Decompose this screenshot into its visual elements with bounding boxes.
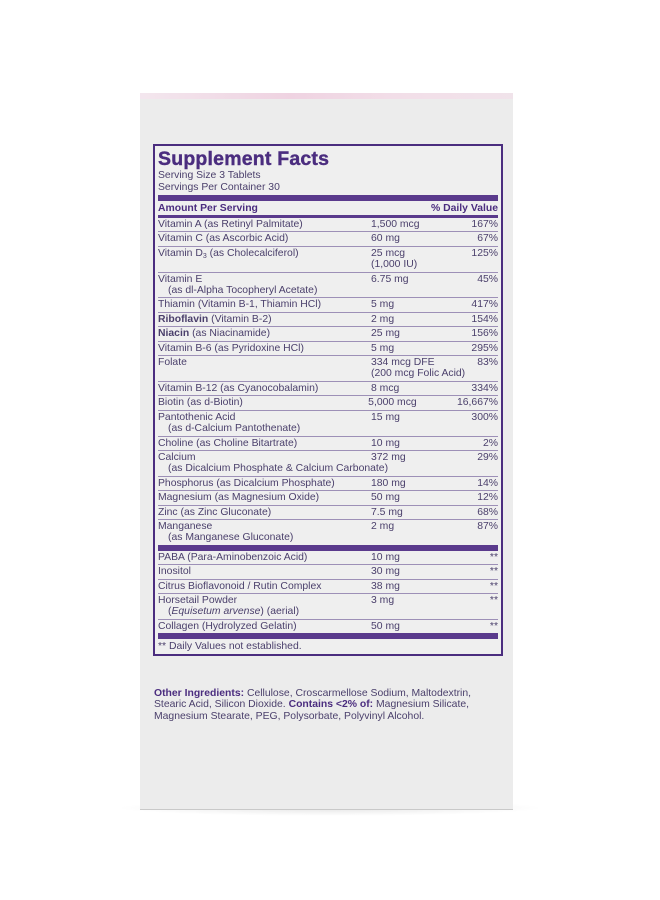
table-row: Magnesium (as Magnesium Oxide) 50 mg 12% [158,491,498,506]
header-dv: % Daily Value [431,203,498,214]
other-ingredients-table: PABA (Para-Aminobenzoic Acid) 10 mg ** Ino… [158,551,498,633]
table-row: Biotin (as d-Biotin) 5,000 mcg 16,667% [158,396,498,411]
table-row: Horsetail Powder (Equisetum arvense) (aer… [158,594,498,620]
table-row: Inositol 30 mg ** [158,565,498,580]
product-box: Supplement Facts Serving Size 3 Tablets … [140,93,513,810]
divider-thick [158,633,498,640]
other-ingredients: Other Ingredients: Cellulose, Croscarmel… [154,688,499,722]
table-row: Zinc (as Zinc Gluconate) 7.5 mg 68% [158,506,498,520]
table-row: Folate 334 mcg DFE (200 mcg Folic Acid) 83% [158,356,498,382]
table-row: Vitamin B-12 (as Cyanocobalamin) 8 mcg 334… [158,382,498,397]
servings-per-container: Servings Per Container 30 [158,181,280,193]
divider-thick [158,195,498,201]
nutrient-table: Vitamin A (as Retinyl Palmitate) 1,500 mc… [158,218,498,545]
table-row: Choline (as Choline Bitartrate) 10 mg 2% [158,437,498,451]
table-row: Collagen (Hydrolyzed Gelatin) 50 mg ** [158,620,498,632]
table-row: Vitamin A (as Retinyl Palmitate) 1,500 mc… [158,218,498,233]
supplement-facts-panel: Supplement Facts Serving Size 3 Tablets … [153,144,503,657]
contains-text: Magnesium Silicate, Magnesium Stearate, … [154,699,470,722]
other-ingredients-text: Cellulose, Croscarmellose Sodium, Maltod… [154,688,472,711]
box-top-edge [140,93,513,99]
other-ingredients-label: Other Ingredients: [154,688,245,699]
table-row: PABA (Para-Aminobenzoic Acid) 10 mg ** [158,551,498,566]
table-row: Manganese (as Manganese Gluconate) 2 mg 87% [158,520,498,544]
table-row: Pantothenic Acid (as d-Calcium Pantothena… [158,411,498,437]
table-row: Calcium (as Dicalcium Phosphate & Calcium… [158,451,498,477]
footnote: ** Daily Values not established. [158,641,302,653]
table-row: Vitamin E (as dl-Alpha Tocopheryl Acetate… [158,273,498,299]
serving-size: Serving Size 3 Tablets [158,170,261,181]
table-row: Vitamin D3 (as Cholecalciferol) 25 mcg (1,… [158,247,498,273]
table-row: Citrus Bioflavonoid / Rutin Complex 38 mg… [158,580,498,594]
table-row: Vitamin B-6 (as Pyridoxine HCl) 5 mg 295% [158,342,498,357]
header-amount: Amount Per Serving [158,203,258,214]
table-row: Phosphorus (as Dicalcium Phosphate) 180 m… [158,477,498,492]
contains-label: Contains <2% of: [288,699,374,711]
table-header: Amount Per Serving % Daily Value [158,202,498,215]
table-row: Thiamin (Vitamin B-1, Thiamin HCl) 5 mg 41… [158,298,498,313]
panel-title: Supplement Facts [158,148,330,170]
table-row: Riboflavin (Vitamin B-2) 2 mg 154% [158,313,498,328]
table-row: Vitamin C (as Ascorbic Acid) 60 mg 67% [158,232,498,247]
divider-thick [158,544,498,551]
table-row: Niacin (as Niacinamide) 25 mg 156% [158,327,498,342]
divider-medium [158,215,498,218]
